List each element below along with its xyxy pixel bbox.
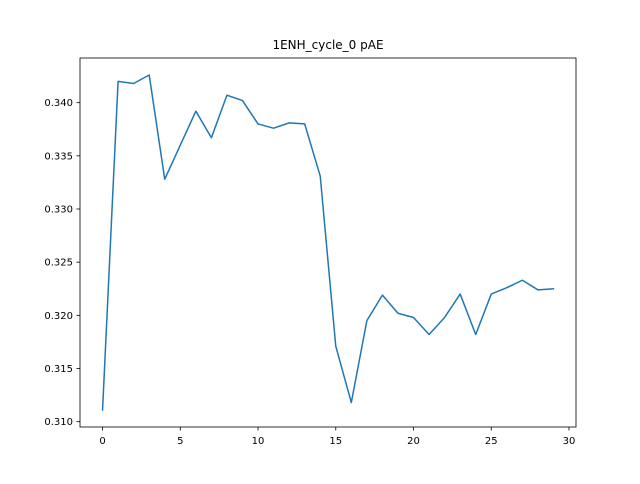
- x-tick-label: 15: [329, 436, 342, 447]
- x-tick-label: 0: [99, 436, 105, 447]
- plot-frame: [79, 57, 577, 428]
- x-tick-label: 5: [177, 436, 183, 447]
- plot-area: [79, 57, 577, 428]
- x-tick-label: 10: [252, 436, 265, 447]
- x-tick-label: 20: [407, 436, 420, 447]
- series-line: [101, 74, 555, 411]
- y-tick-label: 0.330: [44, 205, 73, 216]
- chart-title: 1ENH_cycle_0 pAE: [272, 38, 383, 52]
- y-axis: 0.310 0.315 0.320 0.325 0.330 0.335 0.340: [44, 98, 80, 428]
- y-tick-label: 0.320: [44, 311, 73, 322]
- y-tick-label: 0.335: [44, 151, 73, 162]
- y-tick-label: 0.325: [44, 258, 73, 269]
- y-tick-label: 0.340: [44, 98, 73, 109]
- x-tick-label: 30: [563, 436, 576, 447]
- y-tick-label: 0.315: [44, 364, 73, 375]
- x-tick-label: 25: [485, 436, 498, 447]
- x-axis: 0 5 10 15 20 25 30: [99, 427, 575, 447]
- y-tick-label: 0.310: [44, 417, 73, 428]
